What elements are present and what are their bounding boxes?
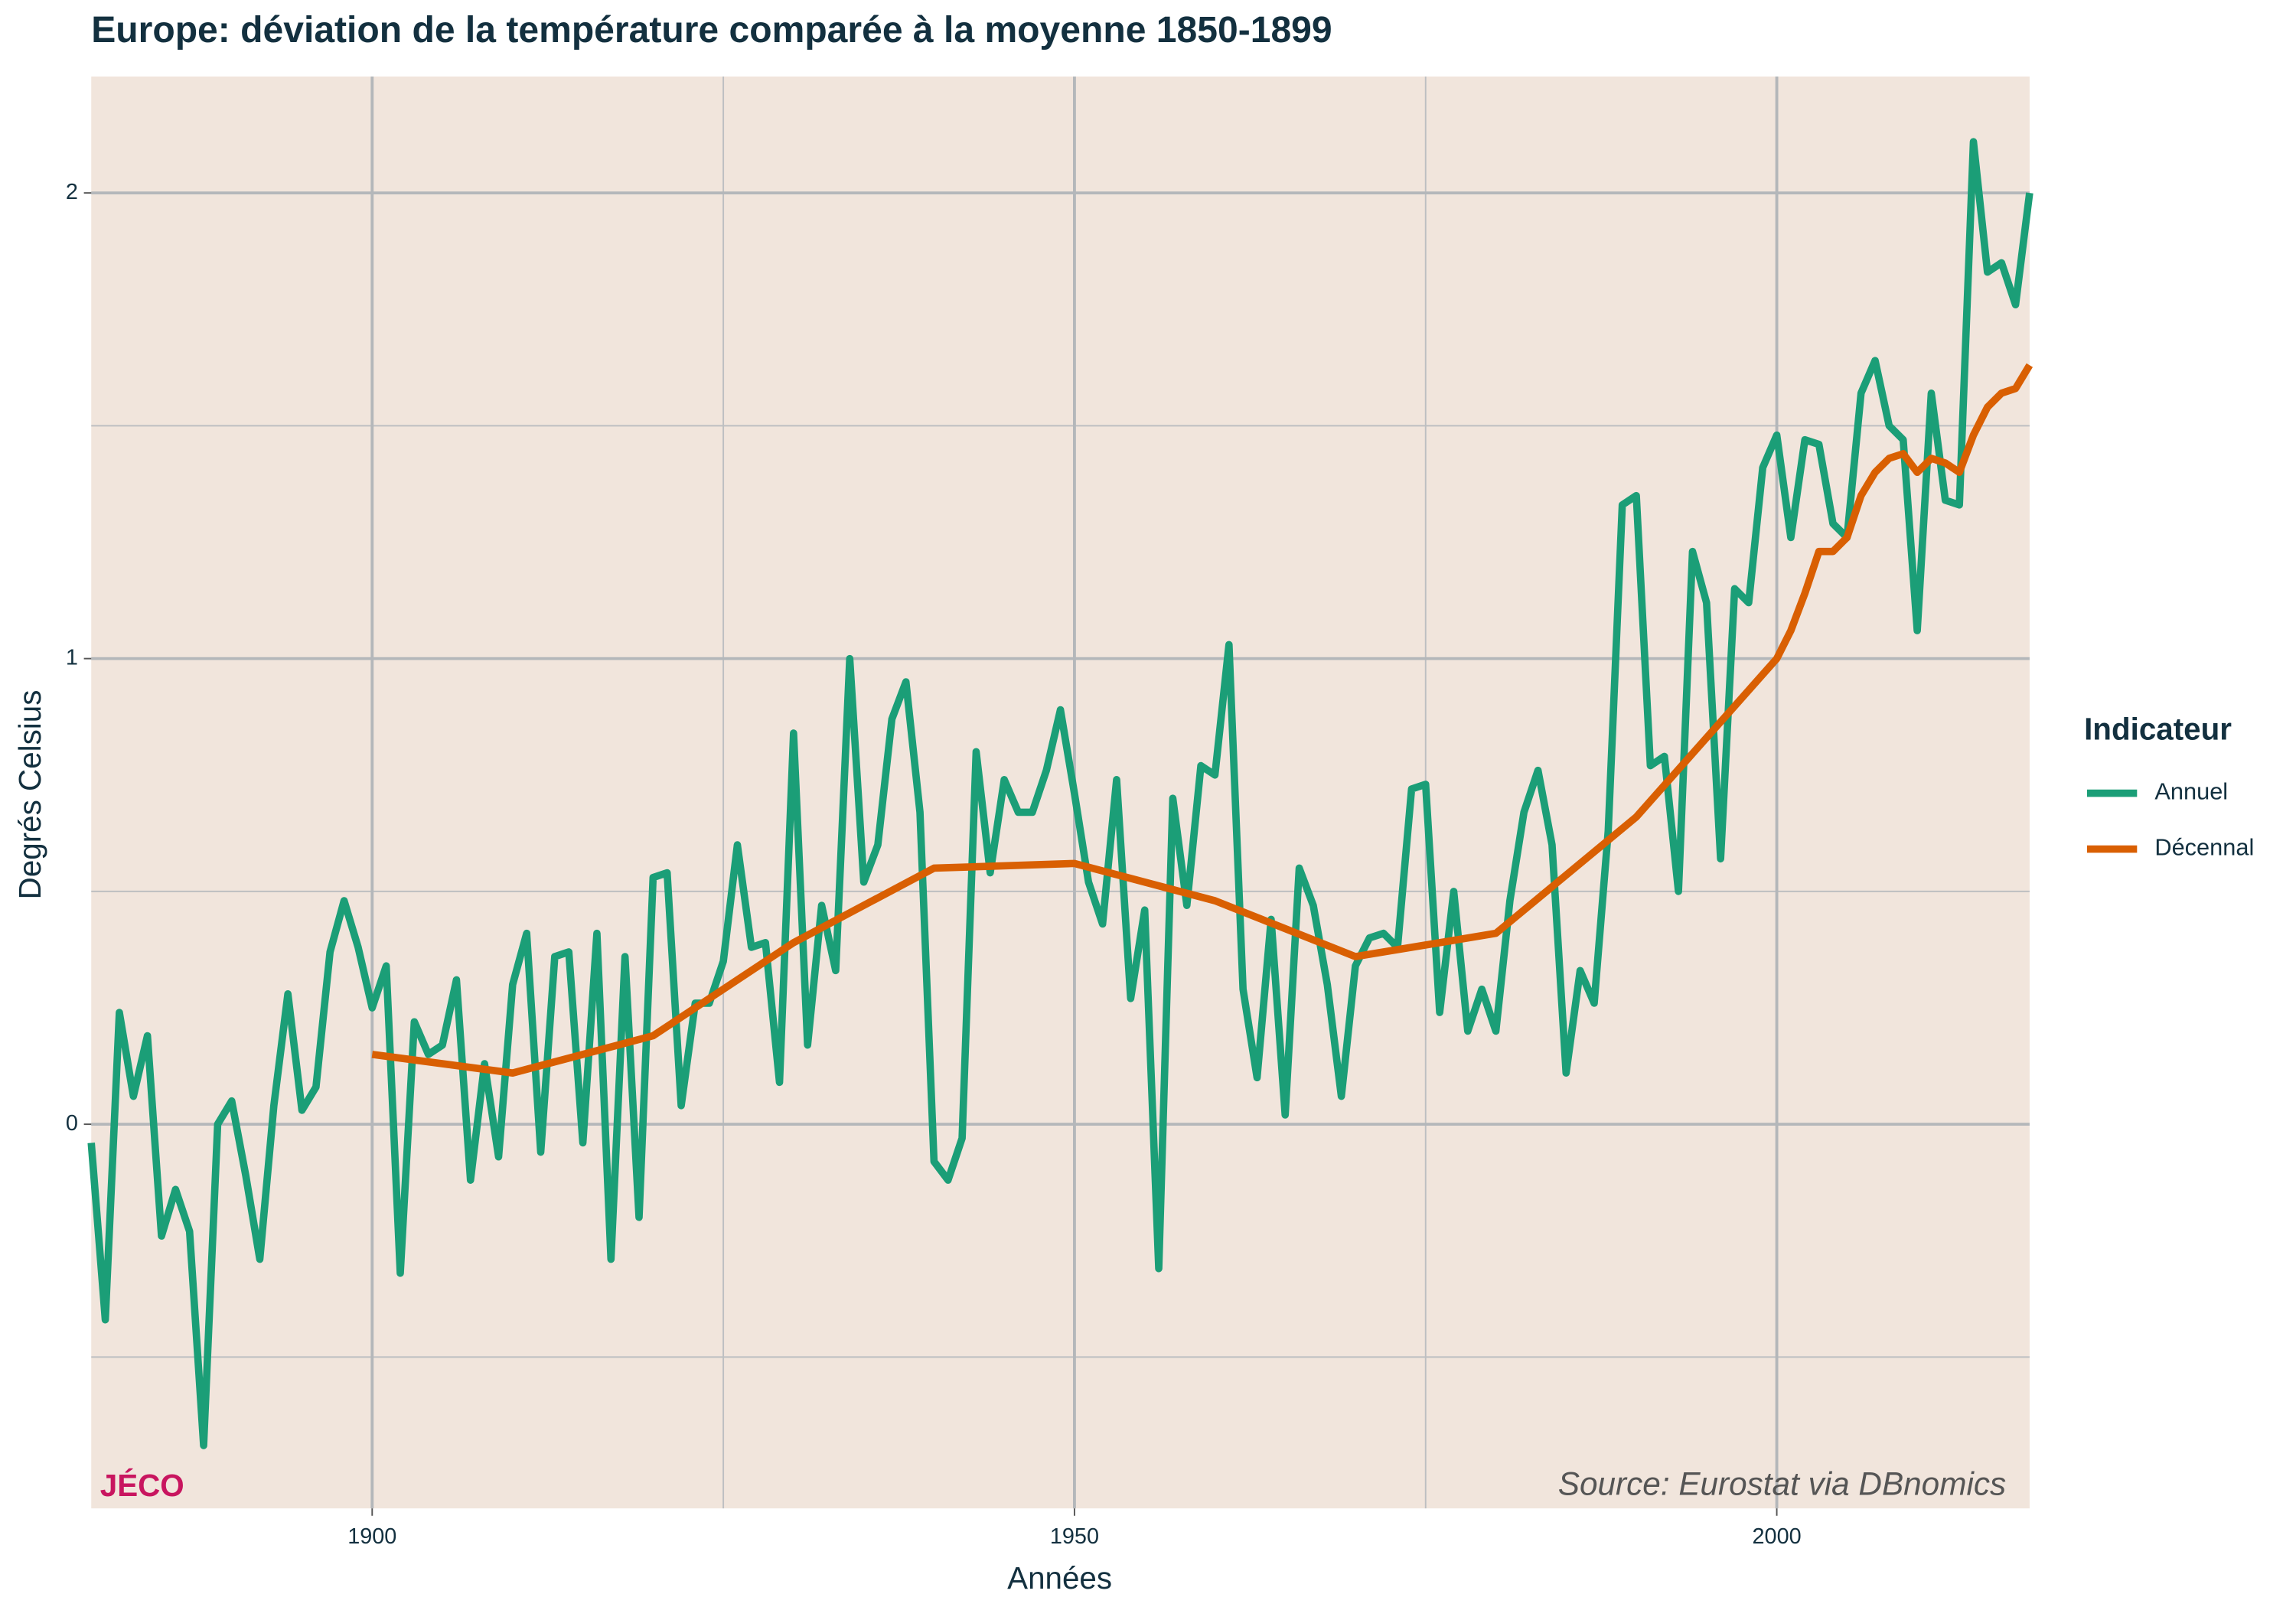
x-axis-label: Années — [1007, 1560, 1112, 1596]
legend-label: Décennal — [2154, 834, 2254, 861]
y-tick-label: 0 — [66, 1111, 78, 1136]
line-series — [87, 138, 2033, 1449]
annotation: JÉCO — [100, 1468, 184, 1503]
legend-title: Indicateur — [2084, 711, 2232, 746]
plot-background — [91, 77, 2030, 1509]
x-tick-label: 1950 — [1050, 1524, 1099, 1549]
y-axis-label: Degrés Celsius — [12, 690, 47, 900]
x-tick-label: 2000 — [1753, 1524, 1802, 1549]
line-series — [371, 363, 2033, 1077]
y-tick-label: 2 — [66, 180, 78, 204]
x-tick-label: 1900 — [347, 1524, 396, 1549]
chart-title: Europe: déviation de la température comp… — [91, 9, 1332, 51]
annotation: Source: Eurostat via DBnomics — [1558, 1465, 2006, 1501]
y-tick-label: 1 — [66, 645, 78, 670]
legend-label: Annuel — [2154, 778, 2228, 805]
